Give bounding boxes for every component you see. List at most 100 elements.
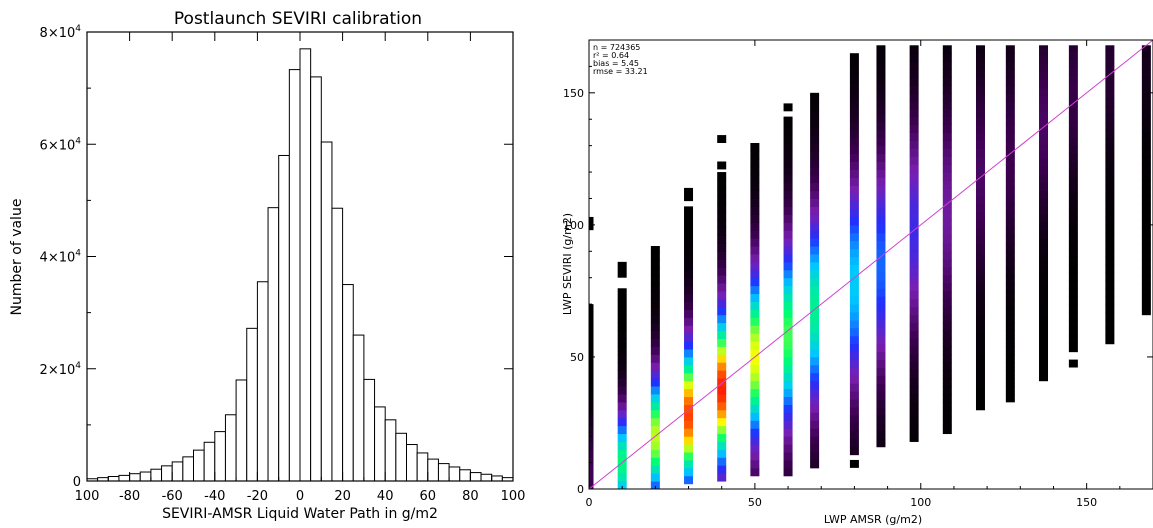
- histogram-x-tick-label: 100: [75, 489, 100, 504]
- density-cell: [975, 211, 985, 221]
- density-cell: [909, 298, 919, 308]
- density-cell: [849, 232, 859, 242]
- density-cell: [909, 45, 919, 54]
- density-cell: [684, 206, 694, 215]
- density-cell: [750, 436, 760, 445]
- density-cell: [1039, 158, 1049, 168]
- density-cell: [810, 111, 820, 120]
- density-cell: [810, 261, 820, 271]
- density-cell: [589, 322, 594, 332]
- density-cell: [810, 103, 820, 112]
- density-cell: [1068, 90, 1078, 99]
- density-cell: [975, 370, 985, 379]
- density-cell: [1039, 293, 1049, 302]
- density-cell: [909, 148, 919, 157]
- density-cell: [589, 330, 594, 339]
- density-cell: [909, 409, 919, 419]
- histogram-bar: [437, 463, 450, 482]
- density-cell: [876, 335, 886, 345]
- density-cell: [650, 441, 660, 450]
- density-cell: [849, 177, 859, 186]
- density-outlier-cell: [617, 261, 627, 278]
- histogram-bar: [491, 475, 503, 482]
- density-cell: [1068, 45, 1078, 52]
- density-cell: [942, 378, 952, 387]
- density-outlier-cell: [717, 135, 727, 144]
- density-cell: [849, 296, 859, 305]
- histogram-bar: [352, 334, 365, 482]
- density-cell: [975, 235, 985, 244]
- density-cell: [750, 388, 760, 398]
- density-cell: [942, 330, 952, 339]
- density-cell: [975, 76, 985, 86]
- density-cell: [975, 298, 985, 308]
- density-cell: [1068, 256, 1078, 265]
- density-cell: [1039, 71, 1049, 81]
- density-cell: [717, 449, 727, 458]
- density-cell: [1068, 240, 1078, 250]
- density-cell: [975, 322, 985, 332]
- density-cell: [684, 388, 694, 398]
- density-cell: [684, 459, 694, 469]
- density-cell: [717, 425, 727, 435]
- density-cell: [1141, 251, 1151, 260]
- density-cell: [1141, 259, 1151, 268]
- density-cell: [717, 219, 727, 229]
- density-cell: [1105, 224, 1115, 234]
- density-cell: [1141, 108, 1151, 118]
- density-cell: [810, 92, 820, 96]
- histogram-bar: [427, 458, 439, 482]
- histogram-chart: Postlaunch SEVIRI calibration 100 -80 -60 -…: [9, 9, 525, 522]
- density-cell: [810, 127, 820, 136]
- density-cell: [650, 306, 660, 316]
- density-cell: [617, 346, 627, 355]
- density-cell: [810, 230, 820, 239]
- density-cell: [1141, 100, 1151, 110]
- density-cell: [1141, 290, 1151, 300]
- density-cell: [1039, 119, 1049, 128]
- density-cell: [909, 267, 919, 276]
- density-cell: [876, 343, 886, 353]
- density-cell: [942, 251, 952, 260]
- density-cell: [1141, 61, 1151, 70]
- density-cell: [717, 346, 727, 355]
- density-cell: [617, 465, 627, 474]
- density-cell: [589, 378, 594, 387]
- density-cell: [650, 259, 660, 268]
- density-cell: [650, 473, 660, 482]
- histogram-bar: [118, 474, 131, 482]
- density-cell: [650, 393, 660, 403]
- density-cell: [684, 364, 694, 374]
- density-cell: [1105, 312, 1115, 321]
- density-cell: [942, 393, 952, 403]
- histogram-y-tick-label: 6×104: [40, 136, 82, 153]
- density-cell: [975, 179, 985, 189]
- density-cell: [783, 238, 793, 247]
- density-cell: [876, 319, 886, 329]
- density-cell: [1105, 335, 1115, 345]
- density-x-label: LWP AMSR (g/m2): [824, 513, 922, 526]
- density-cell: [1005, 385, 1015, 395]
- density-cell: [975, 290, 985, 300]
- density-cell: [1105, 121, 1115, 131]
- density-cell: [1068, 169, 1078, 178]
- density-cell: [617, 433, 627, 442]
- density-cell: [1105, 264, 1115, 273]
- density-cell: [909, 338, 919, 347]
- density-cell: [849, 438, 859, 448]
- density-cell: [684, 372, 694, 382]
- density-cell: [909, 401, 919, 411]
- density-cell: [975, 172, 985, 181]
- density-cell: [942, 164, 952, 173]
- density-cell: [783, 127, 793, 136]
- density-cell: [750, 214, 760, 223]
- histogram-x-label: SEVIRI-AMSR Liquid Water Path in g/m2: [162, 506, 438, 522]
- density-cell: [909, 156, 919, 165]
- density-cell: [783, 246, 793, 255]
- histogram-bars: [86, 48, 514, 482]
- density-cell: [849, 106, 859, 115]
- density-cell: [909, 203, 919, 213]
- density-cell: [1105, 74, 1115, 83]
- density-cell: [1068, 153, 1078, 162]
- density-cell: [783, 349, 793, 358]
